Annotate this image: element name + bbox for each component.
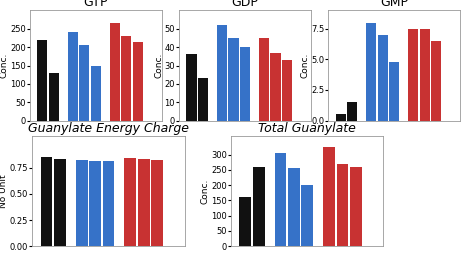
- Bar: [323, 147, 335, 246]
- Bar: [198, 78, 208, 121]
- Y-axis label: Conc.: Conc.: [0, 53, 9, 78]
- Bar: [187, 54, 197, 121]
- Bar: [366, 23, 376, 121]
- Bar: [54, 159, 66, 246]
- Bar: [41, 157, 53, 246]
- Bar: [76, 160, 88, 246]
- Bar: [217, 25, 227, 121]
- Title: GDP: GDP: [231, 0, 259, 9]
- Title: Total Guanylate: Total Guanylate: [258, 122, 356, 135]
- Bar: [79, 45, 89, 121]
- Bar: [240, 47, 250, 121]
- Bar: [133, 42, 143, 121]
- Bar: [124, 158, 136, 246]
- Bar: [270, 53, 280, 121]
- Bar: [336, 164, 348, 246]
- Bar: [282, 60, 292, 121]
- Bar: [109, 23, 120, 121]
- Bar: [253, 167, 265, 246]
- Y-axis label: Conc.: Conc.: [201, 179, 210, 204]
- Y-axis label: Conc.: Conc.: [301, 53, 310, 78]
- Bar: [228, 38, 238, 121]
- Bar: [151, 160, 163, 246]
- Bar: [419, 29, 430, 121]
- Bar: [377, 35, 388, 121]
- Title: Guanylate Energy Charge: Guanylate Energy Charge: [28, 122, 189, 135]
- Bar: [336, 114, 346, 121]
- Bar: [49, 73, 59, 121]
- Bar: [408, 29, 418, 121]
- Bar: [301, 185, 313, 246]
- Bar: [138, 159, 150, 246]
- Bar: [103, 161, 115, 246]
- Bar: [89, 161, 101, 246]
- Bar: [350, 167, 362, 246]
- Y-axis label: Conc.: Conc.: [154, 53, 163, 78]
- Bar: [239, 197, 251, 246]
- Bar: [347, 102, 358, 121]
- Bar: [274, 153, 286, 246]
- Bar: [259, 38, 269, 121]
- Title: GMP: GMP: [380, 0, 408, 9]
- Bar: [121, 36, 131, 121]
- Bar: [288, 168, 300, 246]
- Bar: [67, 32, 78, 121]
- Title: GTP: GTP: [84, 0, 108, 9]
- Y-axis label: No Unit: No Unit: [0, 174, 8, 208]
- Bar: [91, 66, 101, 121]
- Bar: [431, 41, 441, 121]
- Bar: [389, 62, 399, 121]
- Bar: [37, 40, 48, 121]
